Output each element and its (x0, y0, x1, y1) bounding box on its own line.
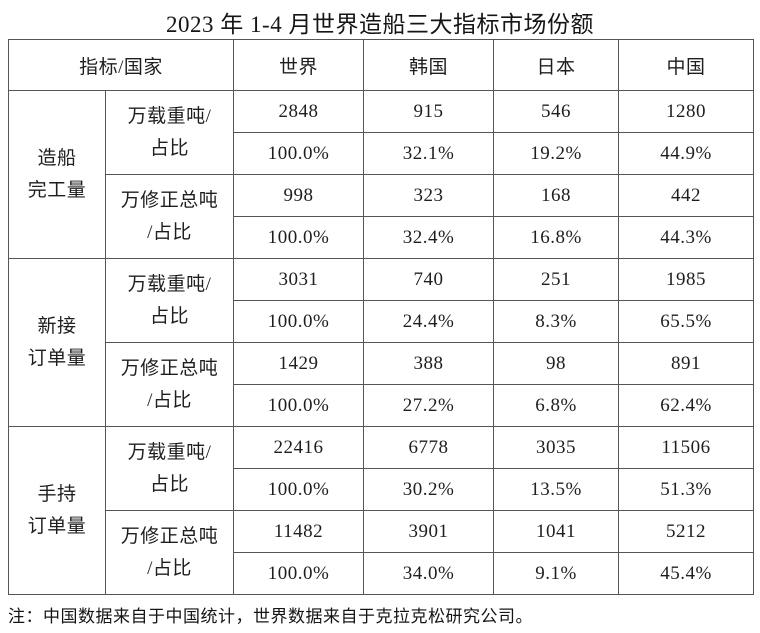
share-cell: 24.4% (363, 300, 494, 343)
table-row: 造船 完工量 万载重吨/ 占比 2848 915 546 1280 (8, 90, 754, 259)
share-cell: 100.0% (233, 468, 364, 511)
value-cell: 6778 (363, 426, 494, 469)
value-cell: 22416 (233, 426, 364, 469)
share-cell: 27.2% (363, 384, 494, 427)
category-cell-new-orders: 新接 订单量 (8, 258, 106, 427)
value-cell: 168 (493, 174, 619, 217)
share-cell: 100.0% (233, 216, 364, 259)
share-cell: 13.5% (493, 468, 619, 511)
share-cell: 44.3% (618, 216, 754, 259)
value-cell: 998 (233, 174, 364, 217)
share-cell: 9.1% (493, 552, 619, 595)
market-share-table: 指标/国家 世界 韩国 日本 中国 造船 完工量 万载重吨/ 占比 2848 9… (8, 39, 754, 595)
share-cell: 8.3% (493, 300, 619, 343)
column-header-china: 中国 (618, 39, 754, 91)
value-cell: 2848 (233, 90, 364, 133)
table-row: 100.0% 32.1% 19.2% 44.9% (9, 132, 754, 175)
share-cell: 44.9% (618, 132, 754, 175)
value-cell: 5212 (618, 510, 754, 553)
value-cell: 1280 (618, 90, 754, 133)
metric-label-cell: 万载重吨/ 占比 (105, 90, 234, 175)
share-cell: 16.8% (493, 216, 619, 259)
value-cell: 1985 (618, 258, 754, 301)
share-cell: 30.2% (363, 468, 494, 511)
share-cell: 34.0% (363, 552, 494, 595)
category-cell-completions: 造船 完工量 (8, 90, 106, 259)
table-row: 手持 订单量 万载重吨/ 占比 22416 6778 3035 11506 (8, 426, 754, 595)
table-row: 万修正总吨 /占比 998 323 168 442 (9, 174, 754, 259)
metric-label-cell: 万修正总吨 /占比 (105, 342, 234, 427)
share-cell: 100.0% (233, 300, 364, 343)
value-cell: 1429 (233, 342, 364, 385)
column-header-korea: 韩国 (363, 39, 494, 91)
value-cell: 3031 (233, 258, 364, 301)
share-cell: 100.0% (233, 552, 364, 595)
table-row: 100.0% 34.0% 9.1% 45.4% (9, 552, 754, 595)
metric-label-cell: 万修正总吨 /占比 (105, 510, 234, 595)
metric-label-cell: 万修正总吨 /占比 (105, 174, 234, 259)
share-cell: 100.0% (233, 384, 364, 427)
value-cell: 3901 (363, 510, 494, 553)
value-cell: 11506 (618, 426, 754, 469)
table-row: 100.0% 24.4% 8.3% 65.5% (9, 300, 754, 343)
value-cell: 98 (493, 342, 619, 385)
corner-header-cell: 指标/国家 (8, 39, 234, 91)
metric-label-cell: 万载重吨/ 占比 (105, 426, 234, 511)
share-cell: 62.4% (618, 384, 754, 427)
value-cell: 323 (363, 174, 494, 217)
table-row: 万修正总吨 /占比 11482 3901 1041 5212 (9, 510, 754, 595)
column-header-japan: 日本 (493, 39, 619, 91)
value-cell: 891 (618, 342, 754, 385)
value-cell: 546 (493, 90, 619, 133)
share-cell: 19.2% (493, 132, 619, 175)
table-row: 100.0% 30.2% 13.5% 51.3% (9, 468, 754, 511)
value-cell: 3035 (493, 426, 619, 469)
column-header-world: 世界 (233, 39, 364, 91)
page-title: 2023 年 1-4 月世界造船三大指标市场份额 (166, 12, 594, 37)
table-row: 万修正总吨 /占比 1429 388 98 891 (9, 342, 754, 427)
share-cell: 100.0% (233, 132, 364, 175)
category-cell-orderbook: 手持 订单量 (8, 426, 106, 595)
share-cell: 32.1% (363, 132, 494, 175)
table-row: 100.0% 32.4% 16.8% 44.3% (9, 216, 754, 259)
share-cell: 51.3% (618, 468, 754, 511)
table-header-row: 指标/国家 世界 韩国 日本 中国 (8, 39, 754, 91)
table-row: 新接 订单量 万载重吨/ 占比 3031 740 251 1985 (8, 258, 754, 427)
value-cell: 740 (363, 258, 494, 301)
share-cell: 32.4% (363, 216, 494, 259)
value-cell: 1041 (493, 510, 619, 553)
share-cell: 6.8% (493, 384, 619, 427)
value-cell: 442 (618, 174, 754, 217)
value-cell: 251 (493, 258, 619, 301)
share-cell: 45.4% (618, 552, 754, 595)
share-cell: 65.5% (618, 300, 754, 343)
metric-label-cell: 万载重吨/ 占比 (105, 258, 234, 343)
value-cell: 388 (363, 342, 494, 385)
footnote: 注：中国数据来自于中国统计，世界数据来自于克拉克松研究公司。 (8, 607, 533, 626)
value-cell: 915 (363, 90, 494, 133)
table-row: 100.0% 27.2% 6.8% 62.4% (9, 384, 754, 427)
value-cell: 11482 (233, 510, 364, 553)
